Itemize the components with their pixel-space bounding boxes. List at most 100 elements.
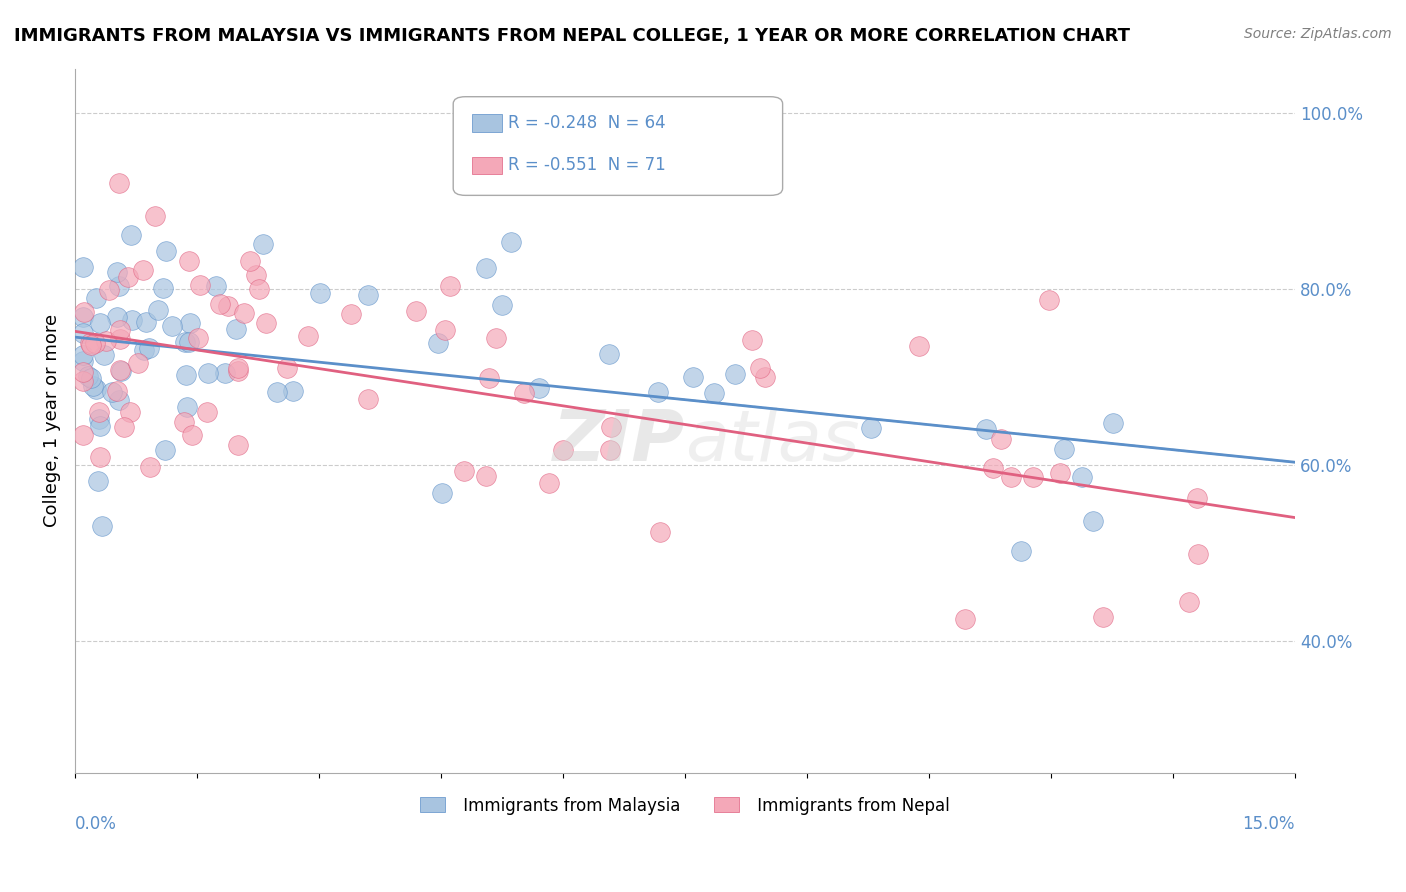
Point <box>195 405 218 419</box>
Point <box>117 270 139 285</box>
Point <box>214 366 236 380</box>
Point <box>1038 293 1060 307</box>
Point <box>153 442 176 457</box>
Point <box>84 382 107 396</box>
Point <box>599 420 621 434</box>
Point <box>121 312 143 326</box>
Point <box>598 347 620 361</box>
Point <box>297 329 319 343</box>
Point <box>155 244 177 258</box>
Point <box>96 334 118 349</box>
Point <box>76 368 98 383</box>
Bar <box>471 157 502 174</box>
Point <box>110 363 132 377</box>
Point <box>82 379 104 393</box>
Point <box>1053 442 1076 456</box>
Point <box>990 432 1012 446</box>
Text: 15.0%: 15.0% <box>1243 815 1295 833</box>
Y-axis label: College, 1 year or more: College, 1 year or more <box>44 314 60 527</box>
Point <box>87 405 110 419</box>
Point <box>108 363 131 377</box>
Point <box>226 364 249 378</box>
Point <box>225 322 247 336</box>
Point <box>108 332 131 346</box>
Point <box>87 474 110 488</box>
Point <box>983 461 1005 475</box>
Point <box>599 443 621 458</box>
Point <box>72 374 94 388</box>
Point <box>1101 416 1123 430</box>
Point <box>91 519 114 533</box>
Point <box>105 310 128 325</box>
Point <box>179 316 201 330</box>
Point <box>340 307 363 321</box>
Point <box>723 368 745 382</box>
Point <box>118 405 141 419</box>
Point <box>650 525 672 540</box>
Point <box>217 299 239 313</box>
Point <box>703 385 725 400</box>
Point <box>84 291 107 305</box>
Point <box>93 348 115 362</box>
Point <box>1177 594 1199 608</box>
Point <box>187 331 209 345</box>
Point <box>80 337 103 351</box>
Point <box>177 253 200 268</box>
Point <box>357 287 380 301</box>
Point <box>148 302 170 317</box>
Point <box>180 428 202 442</box>
Point <box>209 297 232 311</box>
Point <box>682 369 704 384</box>
Point <box>105 265 128 279</box>
Point <box>749 361 772 376</box>
Point <box>1049 466 1071 480</box>
Point <box>135 315 157 329</box>
Point <box>79 336 101 351</box>
Point <box>276 361 298 376</box>
Point <box>138 341 160 355</box>
Point <box>179 334 201 349</box>
Point <box>426 336 449 351</box>
Point <box>112 420 135 434</box>
Text: ZIP: ZIP <box>553 408 685 476</box>
Point <box>132 263 155 277</box>
Point <box>357 392 380 406</box>
Text: atlas: atlas <box>685 408 859 476</box>
Point <box>551 442 574 457</box>
Point <box>953 612 976 626</box>
Point <box>80 371 103 385</box>
Point <box>474 469 496 483</box>
Point <box>245 268 267 283</box>
Text: Source: ZipAtlas.com: Source: ZipAtlas.com <box>1244 27 1392 41</box>
Text: 0.0%: 0.0% <box>75 815 117 833</box>
Point <box>974 422 997 436</box>
Point <box>72 354 94 368</box>
Point <box>439 279 461 293</box>
Text: R = -0.551  N = 71: R = -0.551 N = 71 <box>508 156 666 174</box>
Point <box>529 381 551 395</box>
Point <box>647 384 669 399</box>
Point <box>89 412 111 426</box>
Point <box>173 334 195 349</box>
Point <box>232 306 254 320</box>
Point <box>432 486 454 500</box>
Point <box>89 450 111 464</box>
Point <box>72 260 94 275</box>
Point <box>72 326 94 340</box>
Point <box>108 176 131 190</box>
Point <box>405 303 427 318</box>
Point <box>226 438 249 452</box>
Point <box>105 384 128 398</box>
Point <box>1092 609 1115 624</box>
Point <box>188 278 211 293</box>
Point <box>1187 547 1209 561</box>
Point <box>537 475 560 490</box>
Point <box>100 384 122 399</box>
Point <box>475 261 498 276</box>
Point <box>89 316 111 330</box>
Point <box>1081 514 1104 528</box>
Point <box>485 331 508 345</box>
Point <box>176 401 198 415</box>
Text: R = -0.248  N = 64: R = -0.248 N = 64 <box>508 114 665 132</box>
Point <box>266 385 288 400</box>
